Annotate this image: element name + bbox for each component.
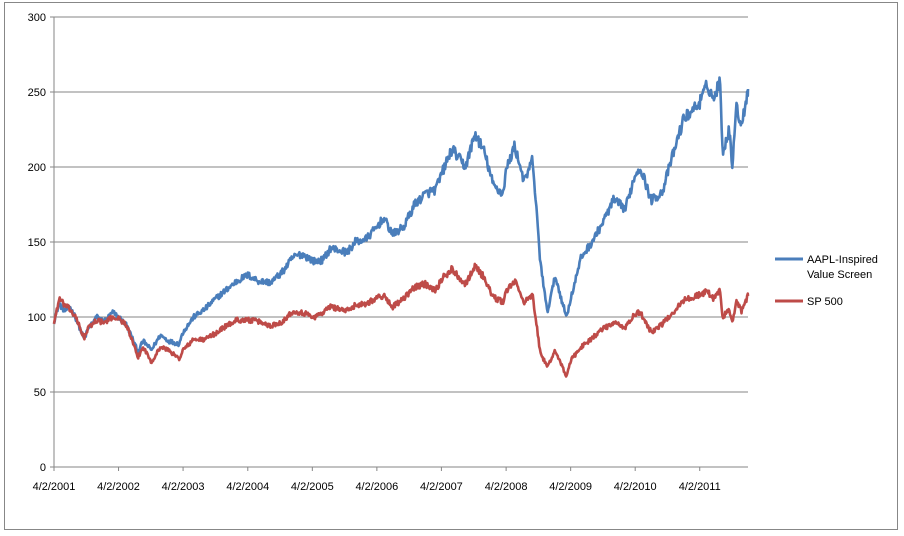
x-tick-label: 4/2/2002 [97,481,140,493]
legend-label: SP 500 [807,296,843,308]
x-tick-label: 4/2/2005 [291,481,334,493]
x-tick-label: 4/2/2001 [33,481,76,493]
y-tick-label: 100 [28,312,46,324]
y-tick-label: 50 [34,387,46,399]
y-tick-label: 150 [28,237,46,249]
y-tick-label: 0 [40,462,46,474]
legend: AAPL-Inspired Value Screen SP 500 [775,254,878,308]
series-lines [52,76,750,378]
x-tick-label: 4/2/2004 [226,481,269,493]
series-line-aapl-inspired-value-screen [52,76,750,355]
y-tick-label: 300 [28,12,46,24]
x-tick-label: 4/2/2011 [679,481,721,493]
x-tick-label: 4/2/2007 [420,481,463,493]
y-tick-label: 250 [28,87,46,99]
series-line-sp-500 [52,262,750,378]
x-tick-label: 4/2/2006 [355,481,398,493]
x-tick-label: 4/2/2008 [485,481,528,493]
x-tick-label: 4/2/2003 [162,481,205,493]
y-tick-label: 200 [28,162,46,174]
legend-label: AAPL-Inspired Value Screen [807,254,878,281]
x-tick-label: 4/2/2010 [614,481,657,493]
axes: 0 50 100 150 200 250 300 4/2/2001 4/2/2002 4/2/20… [28,12,748,493]
x-tick-label: 4/2/2009 [549,481,592,493]
